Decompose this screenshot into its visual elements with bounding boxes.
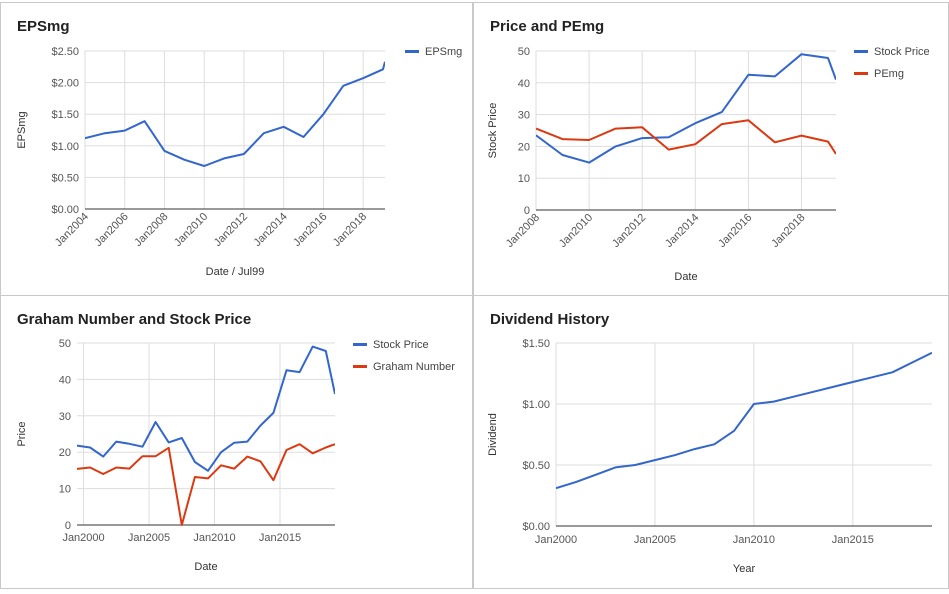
- series-line-pemg: [536, 119, 836, 155]
- x-tick-label: Jan2018: [331, 211, 369, 249]
- legend-swatch: [353, 343, 367, 346]
- x-axis-label: Year: [733, 563, 756, 575]
- y-tick-label: 30: [518, 110, 530, 122]
- legend-label: Stock Price: [373, 339, 429, 351]
- x-axis-label: Date: [674, 271, 697, 283]
- y-tick-label: $1.00: [51, 141, 79, 153]
- x-tick-label: Jan2006: [93, 211, 131, 249]
- y-tick-label: $1.00: [522, 399, 550, 411]
- y-tick-label: 10: [59, 484, 71, 496]
- series-line-stock-price: [77, 345, 335, 472]
- eps-chart-panel: EPSmg $0.00 $0.50 $1.00 $1.50 $2.00 $2.50 Jan20…: [0, 2, 473, 296]
- x-axis-label: Date: [194, 561, 217, 573]
- x-tick-label: Jan2005: [128, 532, 170, 544]
- legend-swatch: [854, 50, 868, 53]
- series-line-dividend: [556, 351, 932, 490]
- x-tick-label: Jan2005: [634, 534, 676, 546]
- chart-title: Price and PEmg: [490, 18, 604, 35]
- y-tick-label: 40: [518, 78, 530, 90]
- x-tick-label: Jan2010: [733, 534, 775, 546]
- y-tick-label: 20: [518, 141, 530, 153]
- x-tick-label: Jan2016: [716, 212, 754, 250]
- y-tick-label: 20: [59, 447, 71, 459]
- chart-title: Graham Number and Stock Price: [17, 311, 251, 328]
- x-tick-label: Jan2016: [291, 211, 329, 249]
- y-tick-label: $1.50: [51, 109, 79, 121]
- y-tick-label: 50: [518, 46, 530, 58]
- y-tick-label: $2.00: [51, 78, 79, 90]
- x-tick-label: Jan2015: [832, 534, 874, 546]
- series-line-graham-number: [77, 443, 335, 526]
- x-tick-label: Jan2000: [62, 532, 104, 544]
- x-tick-label: Jan2008: [132, 211, 170, 249]
- chart-svg: Graham Number and Stock Price 0 10 20 30 40 50…: [16, 311, 455, 573]
- y-tick-label: 40: [59, 374, 71, 386]
- x-tick-label: Jan2014: [663, 212, 701, 250]
- legend-swatch: [854, 72, 868, 75]
- x-tick-label: Jan2008: [504, 212, 542, 250]
- y-axis-label: Price: [16, 421, 28, 446]
- y-tick-label: $2.50: [51, 46, 79, 58]
- y-axis-label: EPSmg: [16, 111, 28, 148]
- chart-svg: EPSmg $0.00 $0.50 $1.00 $1.50 $2.00 $2.50 Jan20…: [16, 18, 462, 278]
- y-tick-label: $1.50: [522, 338, 550, 350]
- x-tick-label: Jan2018: [769, 212, 807, 250]
- chart-title: Dividend History: [490, 311, 610, 328]
- x-tick-label: Jan2014: [251, 211, 289, 249]
- legend-label: Stock Price: [874, 46, 930, 58]
- y-axis-label: Dividend: [487, 413, 499, 456]
- legend-label: EPSmg: [425, 46, 462, 58]
- legend-label: Graham Number: [373, 361, 455, 373]
- y-tick-label: $0.50: [51, 172, 79, 184]
- y-tick-label: $0.00: [51, 204, 79, 216]
- dividend-history-chart-panel: Dividend History $0.00 $0.50 $1.00 $1.50 Jan2…: [473, 295, 949, 589]
- x-tick-label: Jan2012: [610, 212, 648, 250]
- x-tick-label: Jan2010: [193, 532, 235, 544]
- x-axis-label: Date / Jul99: [206, 266, 265, 278]
- x-tick-label: Jan2015: [259, 532, 301, 544]
- x-tick-label: Jan2012: [212, 211, 250, 249]
- legend-swatch: [405, 50, 419, 53]
- series-line-epsmg: [85, 61, 385, 167]
- graham-number-chart-panel: Graham Number and Stock Price 0 10 20 30 40 50…: [0, 295, 473, 589]
- y-axis-label: Stock Price: [487, 103, 499, 159]
- legend-label: PEmg: [874, 68, 904, 80]
- chart-title: EPSmg: [17, 18, 70, 35]
- series-line-stock-price: [536, 53, 836, 164]
- y-tick-label: $0.50: [522, 460, 550, 472]
- y-tick-label: 0: [524, 205, 530, 217]
- chart-svg: Dividend History $0.00 $0.50 $1.00 $1.50 Jan2…: [487, 311, 932, 575]
- chart-svg: Price and PEmg 0 10 20 30 40 50 Jan2008 Jan2010 J…: [487, 18, 930, 283]
- x-tick-label: Jan2010: [557, 212, 595, 250]
- x-tick-label: Jan2010: [172, 211, 210, 249]
- y-tick-label: 0: [65, 520, 71, 532]
- price-pe-chart-panel: Price and PEmg 0 10 20 30 40 50 Jan2008 Jan2010 J…: [473, 2, 949, 296]
- legend-swatch: [353, 365, 367, 368]
- y-tick-label: 10: [518, 173, 530, 185]
- x-tick-label: Jan2000: [535, 534, 577, 546]
- y-tick-label: 50: [59, 338, 71, 350]
- y-tick-label: 30: [59, 411, 71, 423]
- x-tick-label: Jan2004: [53, 211, 91, 249]
- y-tick-label: $0.00: [522, 521, 550, 533]
